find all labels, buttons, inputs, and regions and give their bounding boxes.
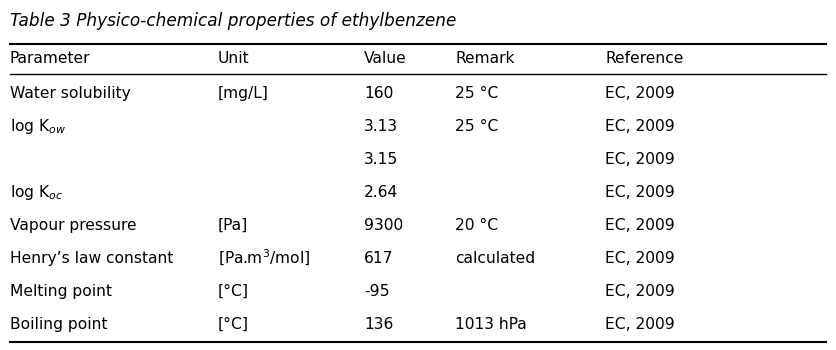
Text: calculated: calculated	[456, 251, 536, 266]
Text: EC, 2009: EC, 2009	[605, 185, 675, 200]
Text: 3.13: 3.13	[364, 119, 398, 134]
Text: EC, 2009: EC, 2009	[605, 119, 675, 134]
Text: log K$_{ow}$: log K$_{ow}$	[10, 117, 66, 136]
Text: Table 3 Physico-chemical properties of ethylbenzene: Table 3 Physico-chemical properties of e…	[10, 12, 456, 30]
Text: [Pa]: [Pa]	[218, 218, 248, 233]
Text: 3.15: 3.15	[364, 152, 398, 167]
Text: 25 °C: 25 °C	[456, 119, 499, 134]
Text: EC, 2009: EC, 2009	[605, 86, 675, 101]
Text: Boiling point: Boiling point	[10, 317, 107, 332]
Text: EC, 2009: EC, 2009	[605, 251, 675, 266]
Text: Henry’s law constant: Henry’s law constant	[10, 251, 173, 266]
Text: 617: 617	[364, 251, 394, 266]
Text: 25 °C: 25 °C	[456, 86, 499, 101]
Text: 136: 136	[364, 317, 393, 332]
Text: 20 °C: 20 °C	[456, 218, 498, 233]
Text: EC, 2009: EC, 2009	[605, 152, 675, 167]
Text: Melting point: Melting point	[10, 284, 112, 299]
Text: log K$_{oc}$: log K$_{oc}$	[10, 183, 63, 202]
Text: EC, 2009: EC, 2009	[605, 284, 675, 299]
Text: 160: 160	[364, 86, 393, 101]
Text: Vapour pressure: Vapour pressure	[10, 218, 136, 233]
Text: [°C]: [°C]	[218, 317, 249, 332]
Text: EC, 2009: EC, 2009	[605, 317, 675, 332]
Text: Unit: Unit	[218, 51, 250, 66]
Text: [Pa.m$^{3}$/mol]: [Pa.m$^{3}$/mol]	[218, 248, 310, 268]
Text: EC, 2009: EC, 2009	[605, 218, 675, 233]
Text: 1013 hPa: 1013 hPa	[456, 317, 528, 332]
Text: Water solubility: Water solubility	[10, 86, 130, 101]
Text: Value: Value	[364, 51, 406, 66]
Text: -95: -95	[364, 284, 390, 299]
Text: Reference: Reference	[605, 51, 684, 66]
Text: 2.64: 2.64	[364, 185, 398, 200]
Text: Parameter: Parameter	[10, 51, 90, 66]
Text: [mg/L]: [mg/L]	[218, 86, 269, 101]
Text: 9300: 9300	[364, 218, 403, 233]
Text: [°C]: [°C]	[218, 284, 249, 299]
Text: Remark: Remark	[456, 51, 515, 66]
